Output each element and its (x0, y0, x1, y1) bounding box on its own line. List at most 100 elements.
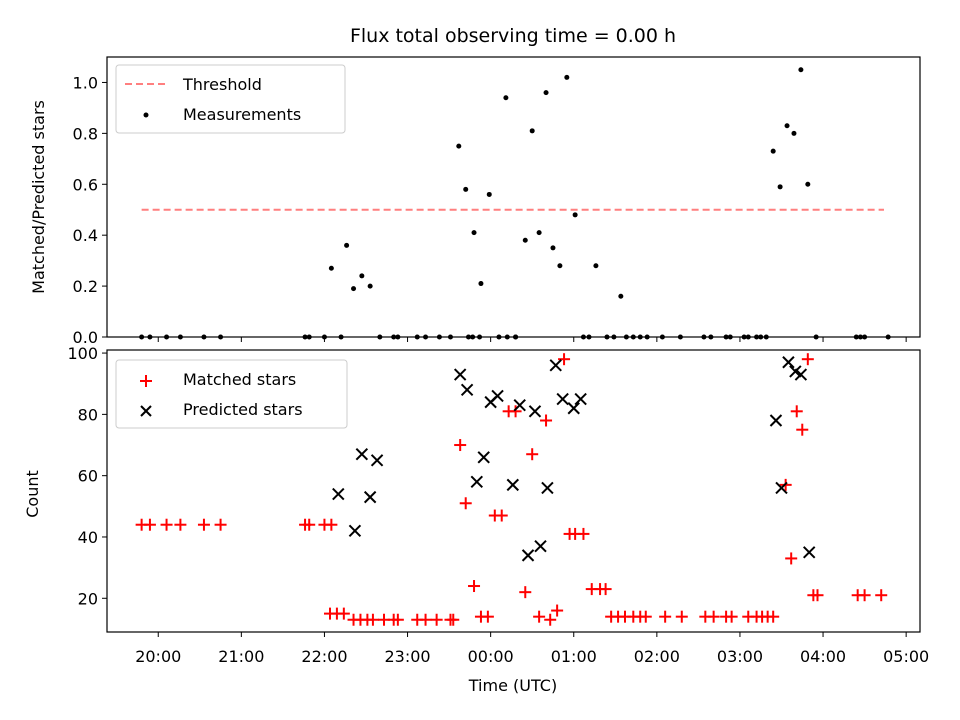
matched-star-point (303, 518, 316, 531)
predicted-star-point (528, 405, 542, 418)
measurement-point (522, 237, 528, 243)
matched-star-point (509, 405, 522, 418)
predicted-star-point (574, 392, 587, 406)
legend-measurements-label: Measurements (183, 105, 301, 124)
measurement-point (805, 181, 811, 187)
x-tick-label: 01:00 (551, 647, 597, 666)
measurement-point (777, 184, 783, 190)
measurement-point (529, 128, 535, 134)
top-y-axis-label: Matched/Predicted stars (29, 100, 48, 294)
y-tick-label: 20 (78, 589, 98, 608)
chart-title: Flux total observing time = 0.00 h (350, 25, 676, 47)
bottom-y-axis-label: Count (23, 470, 42, 518)
legend-matched-label: Matched stars (183, 370, 296, 389)
measurement-point (463, 186, 469, 192)
top-y-axis: 0.0 0.2 0.4 0.6 0.8 1.0 (73, 73, 107, 347)
y-tick-label: 60 (78, 467, 98, 486)
predicted-star-point (453, 368, 467, 381)
x-tick-label: 21:00 (218, 647, 264, 666)
predicted-star-point (348, 524, 362, 538)
predicted-star-point (782, 356, 795, 369)
x-tick-label: 23:00 (384, 647, 430, 666)
matched-star-point (447, 613, 460, 626)
bottom-x-axis-label: Time (UTC) (468, 676, 557, 695)
legend-predicted-label: Predicted stars (183, 400, 303, 419)
predicted-star-point (513, 398, 526, 412)
legend-threshold-label: Threshold (182, 75, 262, 94)
measurement-point (351, 286, 357, 292)
bottom-plot-area (135, 353, 888, 626)
predicted-star-point (521, 549, 535, 562)
x-tick-label: 02:00 (634, 647, 680, 666)
x-tick-label: 00:00 (468, 647, 514, 666)
matched-star-point (366, 613, 379, 626)
top-x-axis (157, 337, 907, 342)
matched-star-point (725, 610, 738, 623)
measurement-point (593, 263, 599, 269)
x-tick-label: 05:00 (883, 647, 929, 666)
matched-star-point (577, 527, 590, 540)
matched-star-point (468, 580, 481, 593)
y-tick-label: 0.8 (73, 124, 98, 143)
measurement-point (367, 283, 373, 289)
matched-star-point (481, 610, 494, 623)
measurement-point (543, 90, 549, 96)
matched-star-point (174, 518, 187, 531)
matched-star-point (551, 604, 564, 617)
measurement-point (478, 281, 484, 287)
y-tick-label: 0.2 (73, 277, 98, 296)
predicted-star-point (556, 392, 569, 406)
measurement-point (471, 230, 477, 236)
bottom-panel: 20 40 60 80 100 20:00 21:00 22:00 23:00 00:00 01:… (23, 344, 929, 695)
predicted-star-point (775, 481, 788, 495)
matched-star-point (811, 589, 824, 602)
predicted-star-point (491, 389, 504, 403)
matched-star-point (544, 613, 557, 626)
predicted-star-point (567, 402, 580, 415)
legend-predicted-swatch (140, 405, 152, 417)
measurement-point (456, 143, 462, 149)
predicted-star-point (370, 454, 384, 467)
y-tick-label: 100 (67, 344, 98, 363)
matched-star-point (790, 405, 803, 418)
matched-star-point (796, 423, 809, 436)
predicted-star-point (363, 490, 377, 504)
matched-star-point (858, 589, 871, 602)
y-tick-label: 40 (78, 528, 98, 547)
top-axes-frame (106, 56, 921, 338)
y-tick-label: 0.0 (73, 328, 98, 347)
predicted-star-point (477, 451, 490, 464)
measurement-point (557, 263, 563, 269)
bottom-axes-frame (106, 349, 921, 633)
predicted-star-point (534, 539, 547, 553)
measurement-point (572, 212, 578, 218)
predicted-star-point (769, 414, 783, 427)
predicted-star-point (470, 475, 484, 489)
measurement-point (550, 245, 556, 251)
top-panel: Flux total observing time = 0.00 h 0.0 0.… (29, 25, 921, 347)
matched-star-point (454, 439, 467, 452)
measurement-point (328, 265, 334, 271)
measurement-point (503, 95, 509, 101)
x-tick-label: 03:00 (717, 647, 763, 666)
matched-star-point (558, 353, 571, 366)
matched-star-point (214, 518, 227, 531)
predicted-star-point (541, 481, 554, 495)
matched-star-point (785, 552, 798, 565)
y-tick-label: 1.0 (73, 73, 98, 92)
predicted-star-point (794, 368, 808, 381)
measurement-point (798, 67, 804, 73)
matched-star-point (143, 518, 156, 531)
matched-star-point (391, 613, 404, 626)
bottom-y-axis: 20 40 60 80 100 (67, 344, 107, 608)
matched-star-point (639, 610, 652, 623)
measurement-point (536, 230, 542, 236)
matched-star-point (801, 353, 814, 366)
matched-star-point (599, 583, 612, 596)
y-tick-label: 0.4 (73, 226, 98, 245)
matched-star-point (419, 613, 432, 626)
matched-star-point (459, 497, 472, 510)
legend-frame (115, 64, 346, 134)
y-tick-label: 80 (78, 405, 98, 424)
